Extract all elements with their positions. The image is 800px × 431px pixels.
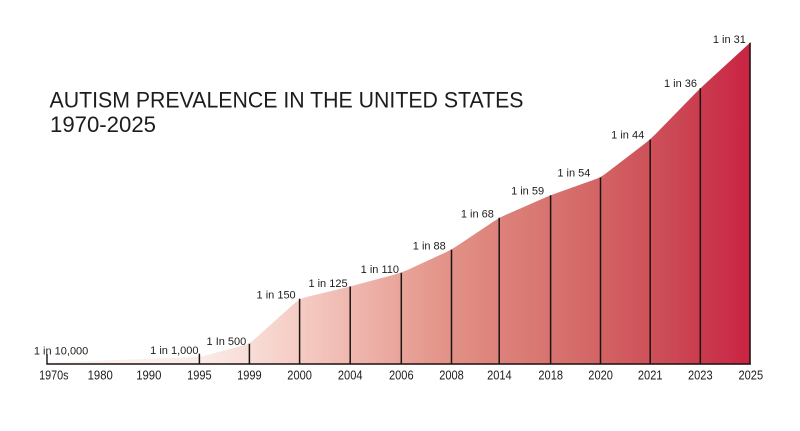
svg-text:1980: 1980 xyxy=(88,368,113,382)
svg-text:2023: 2023 xyxy=(688,368,713,382)
svg-text:2021: 2021 xyxy=(638,368,663,382)
svg-text:1 in 88: 1 in 88 xyxy=(413,240,446,252)
svg-text:1970s: 1970s xyxy=(39,368,68,382)
svg-text:1 In 500: 1 In 500 xyxy=(207,336,247,348)
svg-text:1 in 110: 1 in 110 xyxy=(361,264,399,276)
svg-text:1995: 1995 xyxy=(187,368,212,382)
svg-text:1990: 1990 xyxy=(136,368,161,382)
svg-text:1 in 54: 1 in 54 xyxy=(557,168,590,180)
svg-text:2014: 2014 xyxy=(487,368,512,382)
svg-text:2020: 2020 xyxy=(588,368,613,382)
svg-text:1 in 36: 1 in 36 xyxy=(664,78,697,90)
svg-text:1970-2025: 1970-2025 xyxy=(50,112,156,137)
svg-text:2000: 2000 xyxy=(287,368,312,382)
svg-text:AUTISM PREVALENCE IN THE UNITE: AUTISM PREVALENCE IN THE UNITED STATES xyxy=(50,88,524,113)
svg-text:1 in 31: 1 in 31 xyxy=(713,34,746,46)
svg-text:2008: 2008 xyxy=(439,368,464,382)
svg-text:2004: 2004 xyxy=(338,368,363,382)
svg-text:1 in 68: 1 in 68 xyxy=(461,208,494,220)
svg-text:2018: 2018 xyxy=(538,368,563,382)
svg-text:1 in 1,000: 1 in 1,000 xyxy=(150,345,198,357)
svg-text:1999: 1999 xyxy=(237,368,262,382)
svg-text:1 in 59: 1 in 59 xyxy=(511,186,544,198)
svg-text:2006: 2006 xyxy=(389,368,414,382)
svg-text:1 in 150: 1 in 150 xyxy=(257,289,296,301)
svg-text:1 in 10,000: 1 in 10,000 xyxy=(34,345,88,357)
svg-text:1 in 125: 1 in 125 xyxy=(308,278,347,290)
svg-text:2025: 2025 xyxy=(739,368,764,382)
svg-text:1 in 44: 1 in 44 xyxy=(611,130,644,142)
